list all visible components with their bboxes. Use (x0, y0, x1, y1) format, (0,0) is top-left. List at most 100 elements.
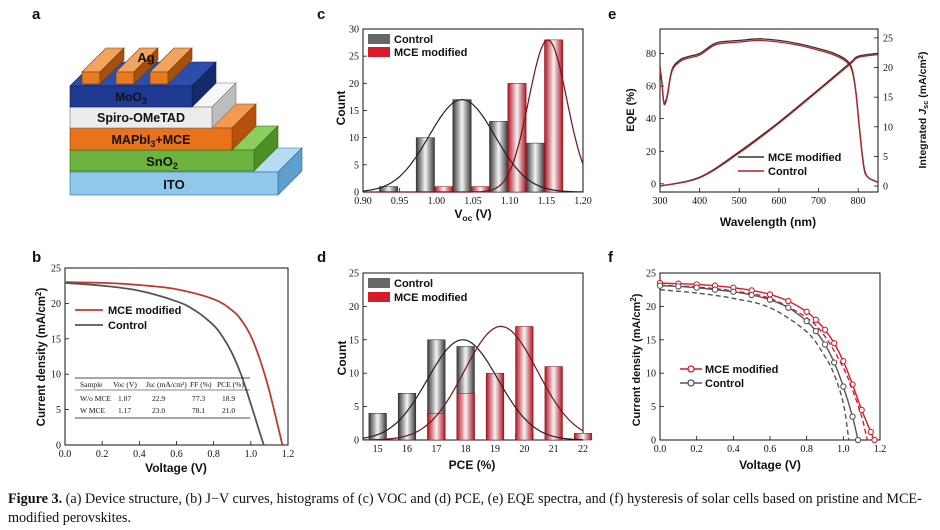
gaussian-fit (362, 98, 583, 193)
histogram-bar (452, 99, 472, 193)
table-header-voc: Voc (V) (113, 380, 137, 389)
panel-f-plot: 0.0 0.2 0.4 0.6 0.8 1.0 1.2 0 5 10 15 20 25 (646, 269, 886, 456)
y-tick-label: 5 (354, 160, 359, 171)
panel-c-label: c (317, 6, 325, 23)
x-tick-label: 300 (653, 196, 668, 207)
y-tick-label: 20 (646, 302, 656, 313)
panel-b: b 0.0 0.2 0.4 0.6 0.8 1.0 1.2 0 5 10 15 20 25 Voltag… (32, 249, 294, 475)
layer-spiro-label: Spiro-OMeTAD (97, 111, 185, 125)
x-tick-label: 21 (549, 444, 559, 455)
histogram-bar (427, 413, 446, 441)
caption-text: (a) Device structure, (b) J−V curves, hi… (8, 491, 922, 526)
data-point (812, 327, 819, 335)
table-header-sample: Sample (80, 380, 103, 389)
panel-a: a ITO SnO2 MAPbI3+MCE Spiro-OMeTAD (32, 6, 303, 196)
x-tick-label: 22 (578, 444, 588, 455)
x-tick-label: 0.95 (391, 196, 409, 207)
layer-ag: Ag (81, 47, 193, 85)
y2-tick-label: 0 (883, 182, 888, 193)
layer-perovskite-label: MAPbI3+MCE (112, 133, 191, 149)
y2-tick-label: 15 (883, 93, 893, 104)
eqe-curve (659, 39, 879, 183)
x-tick-label: 1.0 (837, 444, 850, 455)
x-tick-label: 0.90 (354, 196, 372, 207)
x-tick-label: 1.20 (574, 196, 592, 207)
panel-e-legend-control: Control (768, 166, 807, 178)
table-header-pce: PCE (%) (217, 380, 244, 389)
histogram-bar (515, 326, 534, 441)
x-tick-label: 16 (402, 444, 412, 455)
panel-f-label: f (608, 249, 614, 266)
y-tick-label: 20 (51, 299, 61, 310)
y-tick-label: 15 (51, 334, 61, 345)
x-tick-label: 1.05 (464, 196, 482, 207)
panel-e-label: e (608, 6, 616, 23)
jv-curve-mce-modified (64, 281, 284, 446)
y-tick-label: 20 (349, 79, 359, 90)
x-tick-label: 1.0 (245, 449, 258, 460)
gaussian-fit (363, 39, 584, 193)
data-point (821, 341, 829, 348)
x-tick-label: 700 (811, 196, 826, 207)
y-tick-label: 25 (349, 269, 359, 280)
x-tick-label: 1.15 (538, 196, 556, 207)
y-tick-label: 5 (56, 405, 61, 416)
panel-d-xlabel: PCE (%) (449, 458, 496, 472)
x-tick-label: 0.0 (59, 449, 72, 460)
y-tick-label: 15 (349, 335, 359, 346)
x-tick-label: 15 (373, 444, 383, 455)
panel-e: e 300 400 500 600 700 8000204060800510152025 … (608, 6, 930, 229)
panel-f-legend-control: Control (705, 378, 744, 390)
panel-f-ylabel: Current density (mA/cm2) (629, 293, 643, 426)
panel-f-legend-mce: MCE modified (705, 364, 778, 376)
panel-b-xlabel: Voltage (V) (145, 461, 207, 475)
panel-e-ylabel: EQE (%) (625, 88, 637, 132)
x-tick-label: 19 (490, 444, 500, 455)
x-tick-label: 0.6 (170, 449, 183, 460)
legend-swatch-control (368, 34, 390, 44)
histogram-bar (485, 372, 505, 441)
table-cell: 1.17 (118, 406, 131, 415)
data-point (871, 436, 878, 444)
y-tick-label: 15 (646, 335, 656, 346)
panel-d-legend: Control MCE modified (368, 278, 467, 304)
data-point (675, 283, 682, 290)
histogram-bar (544, 39, 564, 193)
y-tick-label: 10 (349, 369, 359, 380)
y-tick-label: 30 (349, 25, 359, 36)
x-tick-label: 600 (771, 196, 786, 207)
panel-c-legend: Control MCE modified (368, 34, 467, 59)
x-tick-label: 17 (431, 444, 441, 455)
histogram-bar (456, 392, 475, 441)
x-tick-label: 1.10 (501, 196, 519, 207)
data-point (803, 308, 810, 315)
histogram-bar (415, 137, 435, 193)
data-point (803, 317, 810, 325)
table-cell: 18.9 (222, 394, 235, 403)
panel-e-legend: MCE modified Control (738, 152, 841, 178)
gaussian-fit (362, 339, 583, 441)
y-tick-label: 0 (56, 441, 61, 452)
gaussian-fit (363, 325, 584, 441)
y-tick-label: 20 (349, 302, 359, 313)
panel-e-ylabel2: Integrated Jsc (mA/cm2) (916, 52, 930, 169)
y-tick-label: 10 (349, 133, 359, 144)
y-tick-label: 40 (646, 114, 656, 125)
y-tick-label: 0 (651, 436, 656, 447)
histogram-bar (434, 186, 454, 193)
panel-d-label: d (317, 249, 326, 266)
y-tick-label: 25 (51, 264, 61, 275)
panel-c-xlabel: Voc (V) (454, 207, 491, 223)
panel-d-legend-mce: MCE modified (394, 292, 467, 304)
data-point (821, 326, 829, 333)
data-point (840, 383, 847, 390)
panel-c-ylabel: Count (334, 91, 348, 126)
panel-c: c 0.90 0.95 1.00 1.05 1.10 1.15 1.20 0 5 10 15 20 25… (317, 6, 592, 223)
x-tick-label: 0.8 (800, 444, 813, 455)
table-cell: W MCE (80, 406, 105, 415)
y2-tick-label: 10 (883, 122, 893, 133)
y2-tick-label: 5 (883, 152, 888, 163)
caption-label: Figure 3. (8, 491, 63, 507)
